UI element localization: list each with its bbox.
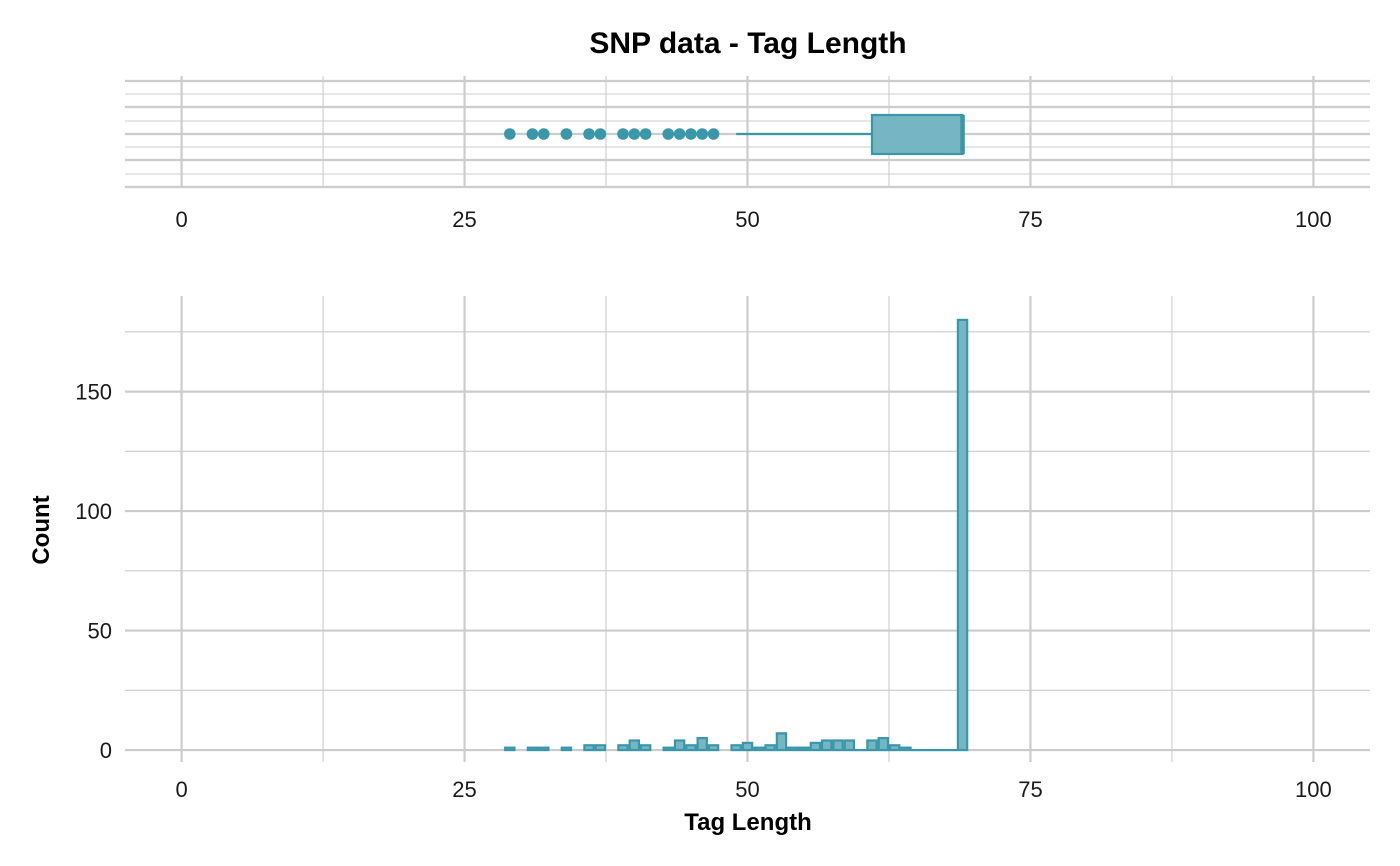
box-outlier-point (639, 128, 652, 140)
box-x-tick-label: 25 (452, 207, 476, 232)
box-iqr (870, 113, 964, 156)
hist-x-tick-label: 0 (175, 777, 187, 802)
box-x-tick-label: 0 (175, 207, 187, 232)
boxplot-panel: 0 25 50 75 100 (125, 76, 1370, 232)
histogram-bar (583, 744, 595, 752)
histogram-bar (673, 739, 686, 752)
histogram-bar (730, 744, 742, 752)
y-axis-title: Count (28, 495, 55, 564)
box-outlier-point (707, 128, 720, 140)
histogram-bar (504, 746, 516, 752)
box-outlier-point (594, 128, 607, 140)
box-outlier-point (504, 128, 516, 140)
box-x-tick-label: 50 (735, 207, 759, 232)
x-axis-title: Tag Length (684, 809, 812, 836)
histogram-bar (866, 739, 878, 752)
histogram-bar (775, 732, 788, 752)
histogram-bar (617, 744, 629, 752)
histogram-bar (798, 746, 810, 752)
histogram-bar (877, 737, 890, 752)
box-outlier-point (685, 128, 697, 140)
histogram-bar (764, 744, 776, 752)
box-outlier-point (526, 128, 539, 140)
box-outlier-point (617, 128, 629, 140)
box-x-tick-label: 100 (1295, 207, 1332, 232)
histogram-bar (662, 746, 675, 752)
histogram-bar (843, 739, 856, 752)
histogram-bar (538, 746, 550, 752)
hist-y-tick-label: 50 (88, 619, 112, 644)
box-outlier-point (583, 128, 595, 140)
hist-x-tick-label: 25 (452, 777, 476, 802)
histogram-panel: 0 50 100 150 0 25 50 75 100 (75, 296, 1370, 802)
box-outlier-point (537, 128, 550, 140)
hist-x-tick-label: 100 (1295, 777, 1332, 802)
histogram-bar (696, 737, 708, 752)
histogram-bar (685, 744, 697, 752)
histogram-bar (956, 318, 969, 752)
histogram-bar (639, 744, 652, 752)
histogram-bar (900, 746, 912, 752)
box-outlier-point (662, 128, 675, 140)
hist-x-tick-label: 50 (735, 777, 759, 802)
chart-title: SNP data - Tag Length (589, 27, 906, 60)
histogram-bar (526, 746, 539, 752)
box-outlier-point (560, 128, 573, 140)
histogram-bar (809, 741, 822, 752)
box-x-tick-label: 75 (1018, 207, 1042, 232)
histogram-bar (832, 739, 844, 752)
histogram-bar (594, 744, 607, 752)
hist-y-tick-label: 100 (75, 499, 112, 524)
histogram-bar (888, 744, 901, 752)
hist-x-tick-label: 75 (1018, 777, 1042, 802)
histogram-bar (753, 746, 765, 752)
hist-y-tick-label: 150 (75, 380, 112, 405)
histogram-bar (560, 746, 573, 752)
histogram-bar (707, 744, 720, 752)
histogram-bar (787, 746, 799, 752)
box-outlier-point (696, 128, 709, 140)
histogram-bar (820, 739, 833, 752)
box-outlier-point (628, 128, 641, 140)
hist-y-tick-label: 0 (100, 738, 112, 763)
histogram-bar (741, 741, 754, 752)
box-outlier-point (673, 128, 686, 140)
histogram-bar (628, 739, 641, 752)
